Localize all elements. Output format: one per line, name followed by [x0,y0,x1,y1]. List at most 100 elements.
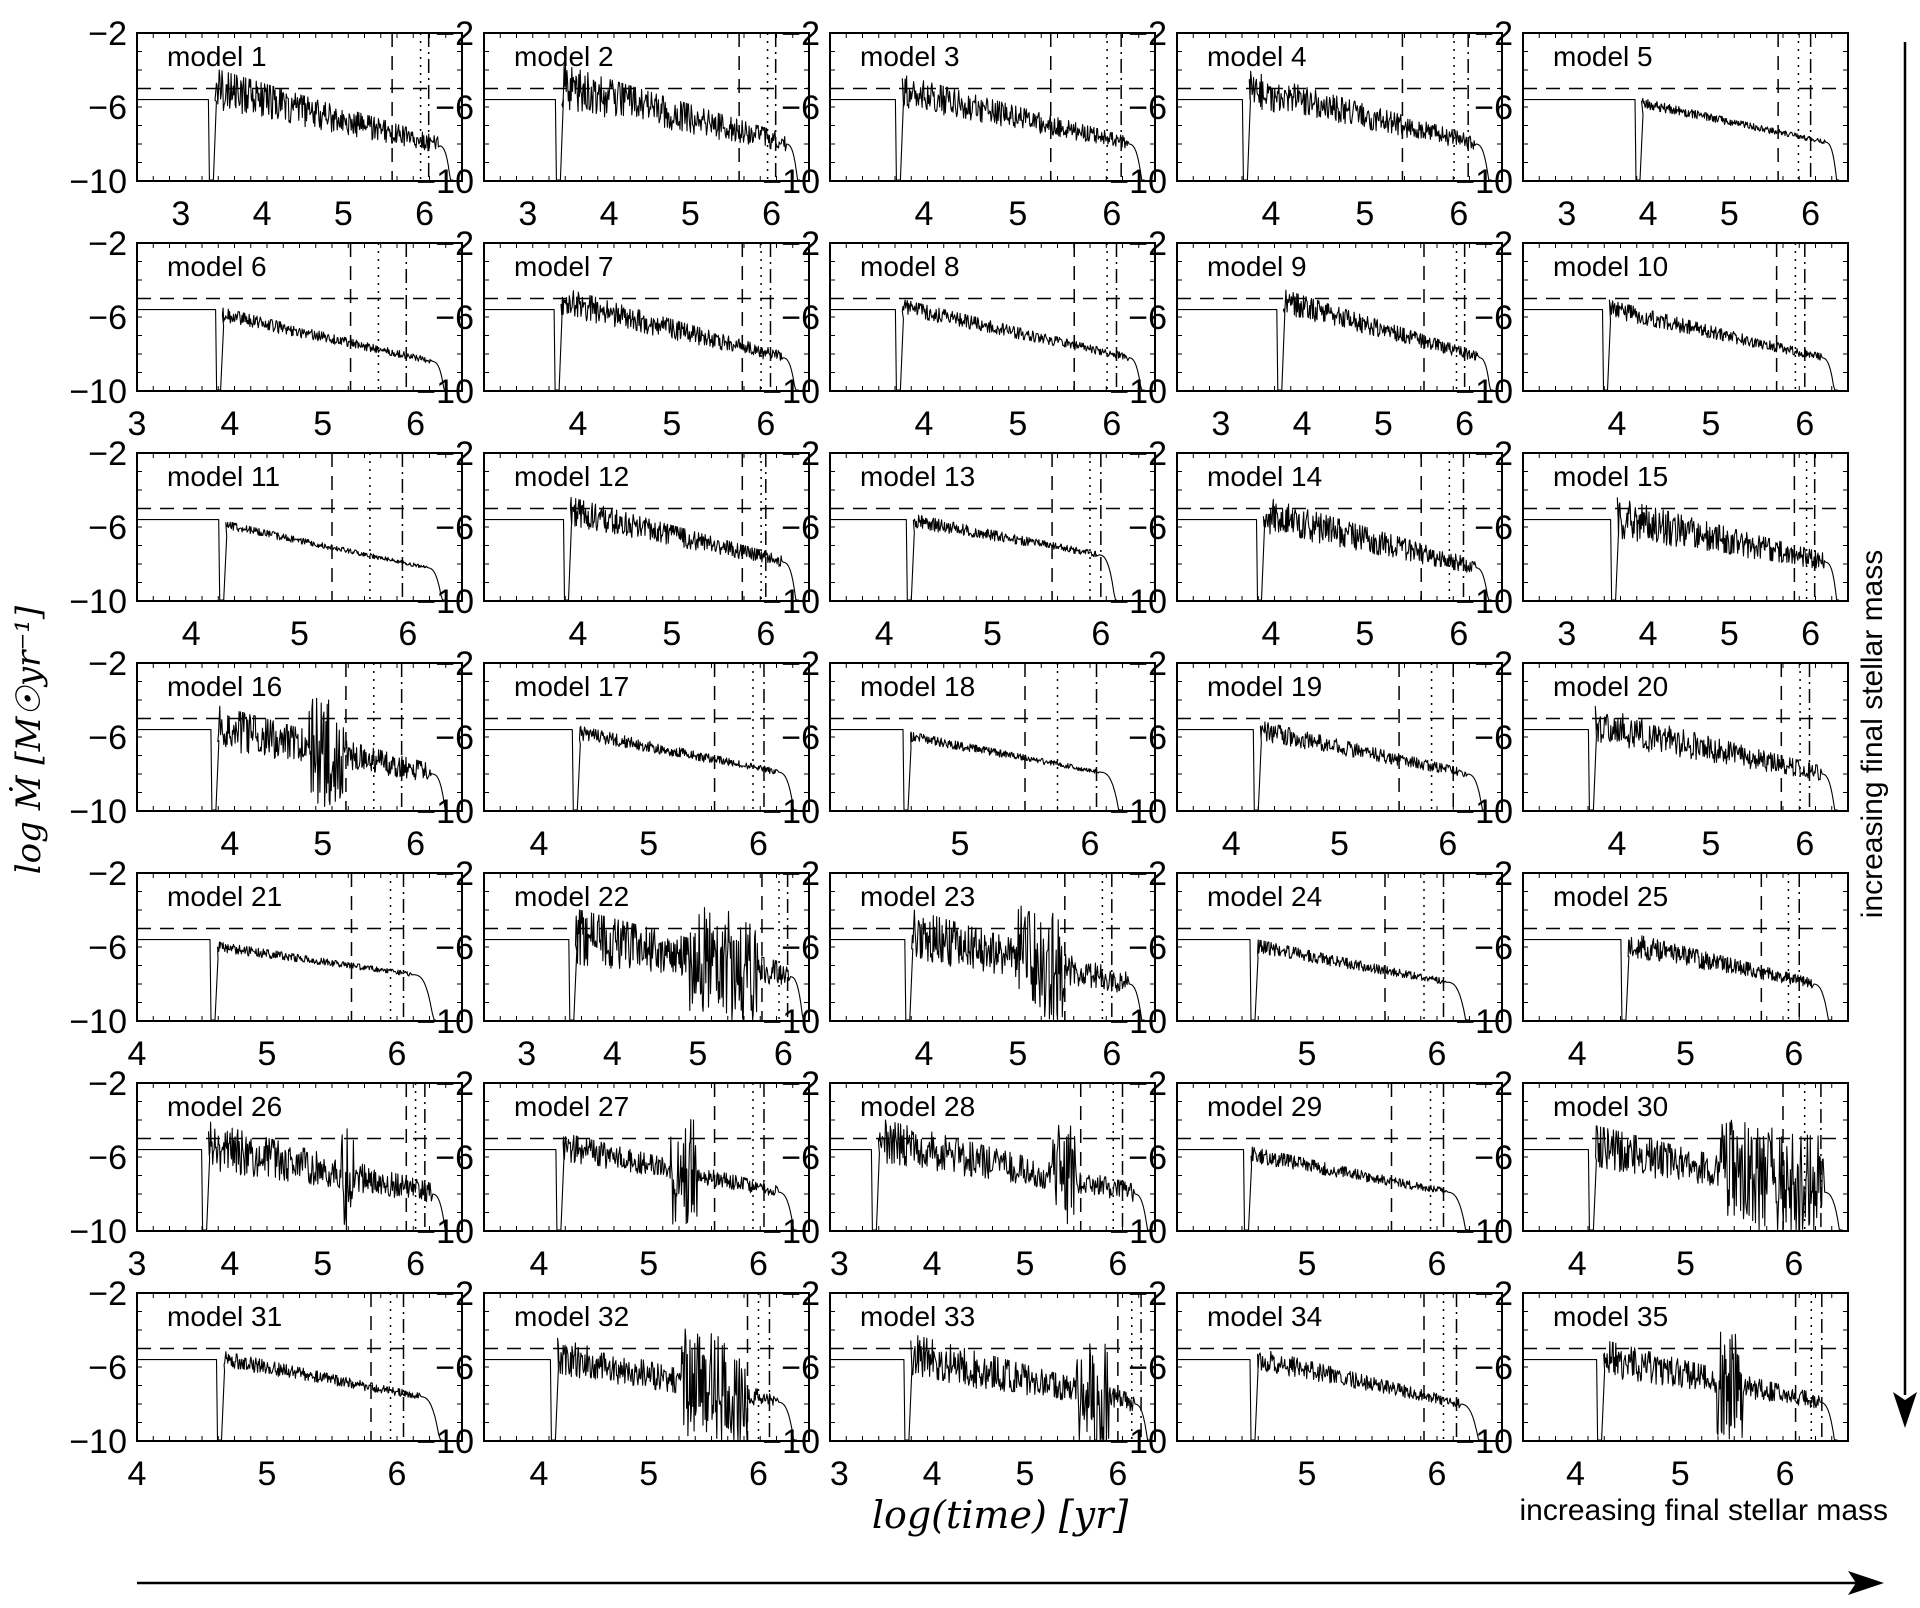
y-tick-label: −10 [69,793,127,831]
x-tick-label: 6 [1438,825,1457,863]
panel-4: model 4 −2 −6 −10 4 5 6 [1109,15,1503,233]
y-tick-label: −2 [1128,1275,1167,1313]
x-tick-label: 4 [1568,1245,1587,1283]
y-tick-label: −10 [416,1423,474,1461]
y-tick-label: −10 [1109,1423,1167,1461]
mass-loss-curve [831,514,1118,601]
panel-27: model 27 −2 −6 −10 4 5 6 [416,1065,810,1283]
panel-title: model 7 [514,251,614,282]
panel-26: model 26 −2 −6 −103 4 5 6 [69,1065,463,1283]
panel-title: model 22 [514,881,629,912]
y-tick-label: −6 [781,1139,820,1177]
y-tick-label: −10 [1455,1003,1513,1041]
x-tick-label: 5 [1298,1455,1317,1493]
x-tick-label: 4 [914,1035,933,1073]
y-tick-label: −6 [435,299,474,337]
mass-loss-curve [831,905,1145,1021]
panel-title: model 30 [1553,1091,1668,1122]
y-tick-label: −6 [1474,509,1513,547]
panel-title: model 6 [167,251,267,282]
x-tick-label: 3 [830,1245,849,1283]
panel-title: model 23 [860,881,975,912]
panel-12: model 12 −2 −6 −10 4 5 6 [416,435,810,653]
panel-11: model 11 −2 −6 −10 4 5 6 [69,435,463,653]
x-tick-label: 6 [1108,1455,1127,1493]
panel-19: model 19 −2 −6 −10 4 5 6 [1109,645,1503,863]
panel-title: model 18 [860,671,975,702]
x-tick-label: 5 [639,1455,658,1493]
panel-title: model 20 [1553,671,1668,702]
y-tick-label: −10 [1455,793,1513,831]
mass-loss-curve [1178,939,1470,1021]
x-tick-label: 3 [1557,615,1576,653]
x-tick-label: 4 [1607,825,1626,863]
panel-23: model 23 −2 −6 −10 4 5 6 [762,855,1156,1073]
x-tick-label: 6 [756,405,775,443]
y-tick-label: −2 [88,15,127,53]
mass-loss-curve [1524,705,1838,811]
x-tick-label: 6 [406,405,425,443]
x-tick-label: 6 [1455,405,1474,443]
panel-30: model 30 −2 −6 −10 4 5 6 [1455,1065,1849,1283]
y-tick-label: −2 [1474,225,1513,263]
mass-loss-curve [138,69,454,181]
panel-title: model 26 [167,1091,282,1122]
arrow-down [1893,42,1917,1428]
panel-31: model 31 −2 −6 −104 5 6 [69,1275,463,1493]
x-tick-label: 6 [1795,405,1814,443]
x-tick-label: 6 [756,615,775,653]
y-tick-label: −10 [1455,1423,1513,1461]
y-tick-label: −6 [781,89,820,127]
x-tick-label: 5 [1008,195,1027,233]
y-tick-label: −2 [1474,855,1513,893]
y-tick-label: −10 [1455,1213,1513,1251]
y-tick-label: −10 [69,1213,127,1251]
x-tick-label: 4 [529,1455,548,1493]
panel-24: model 24 −2 −6 −10 5 6 [1109,855,1503,1073]
y-tick-label: −2 [88,1275,127,1313]
y-tick-label: −2 [781,1065,820,1103]
x-tick-label: 5 [313,1245,332,1283]
y-tick-label: −6 [781,1349,820,1387]
y-tick-label: −6 [88,719,127,757]
panel-title: model 25 [1553,881,1668,912]
y-tick-label: −6 [1128,299,1167,337]
x-tick-label: 5 [1330,825,1349,863]
panel-title: model 10 [1553,251,1668,282]
panel-title: model 1 [167,41,267,72]
panel-1: model 1 −2 −6 −10 3 4 5 6 [69,15,463,233]
y-tick-label: −6 [1474,1139,1513,1177]
y-tick-label: −2 [1474,1275,1513,1313]
x-tick-label: 4 [923,1245,942,1283]
x-tick-label: 4 [1568,1035,1587,1073]
panel-title: model 17 [514,671,629,702]
x-tick-label: 6 [749,1455,768,1493]
mass-loss-curve [831,299,1145,391]
x-tick-label: 6 [1784,1035,1803,1073]
panel-title: model 11 [167,461,280,492]
mass-loss-curve [485,1328,797,1441]
x-tick-label: 3 [830,1455,849,1493]
x-tick-label: 5 [1355,615,1374,653]
y-tick-label: −2 [781,435,820,473]
panel-18: model 18 −2 −6 −10 5 6 [762,645,1156,863]
x-tick-label: 3 [518,195,537,233]
mass-loss-curve [1178,1350,1483,1441]
x-tick-label: 5 [1720,615,1739,653]
mass-loss-curve [1524,299,1838,391]
x-tick-label: 6 [1102,405,1121,443]
x-tick-label: 4 [1639,195,1658,233]
x-tick-label: 5 [1008,405,1027,443]
panel-title: model 5 [1553,41,1653,72]
panel-title: model 34 [1207,1301,1322,1332]
panel-title: model 24 [1207,881,1322,912]
panel-22: model 22 −2 −6 −10 3 4 5 6 [416,855,810,1073]
y-tick-label: −10 [762,373,820,411]
y-tick-label: −6 [435,1349,474,1387]
panel-25: model 25 −2 −6 −10 4 5 6 [1455,855,1849,1073]
y-tick-label: −6 [1128,1139,1167,1177]
y-axis-label: log Ṁ [M☉yr⁻¹] [9,605,49,874]
panel-title: model 33 [860,1301,975,1332]
y-tick-label: −6 [435,509,474,547]
x-tick-label: 6 [1428,1245,1447,1283]
